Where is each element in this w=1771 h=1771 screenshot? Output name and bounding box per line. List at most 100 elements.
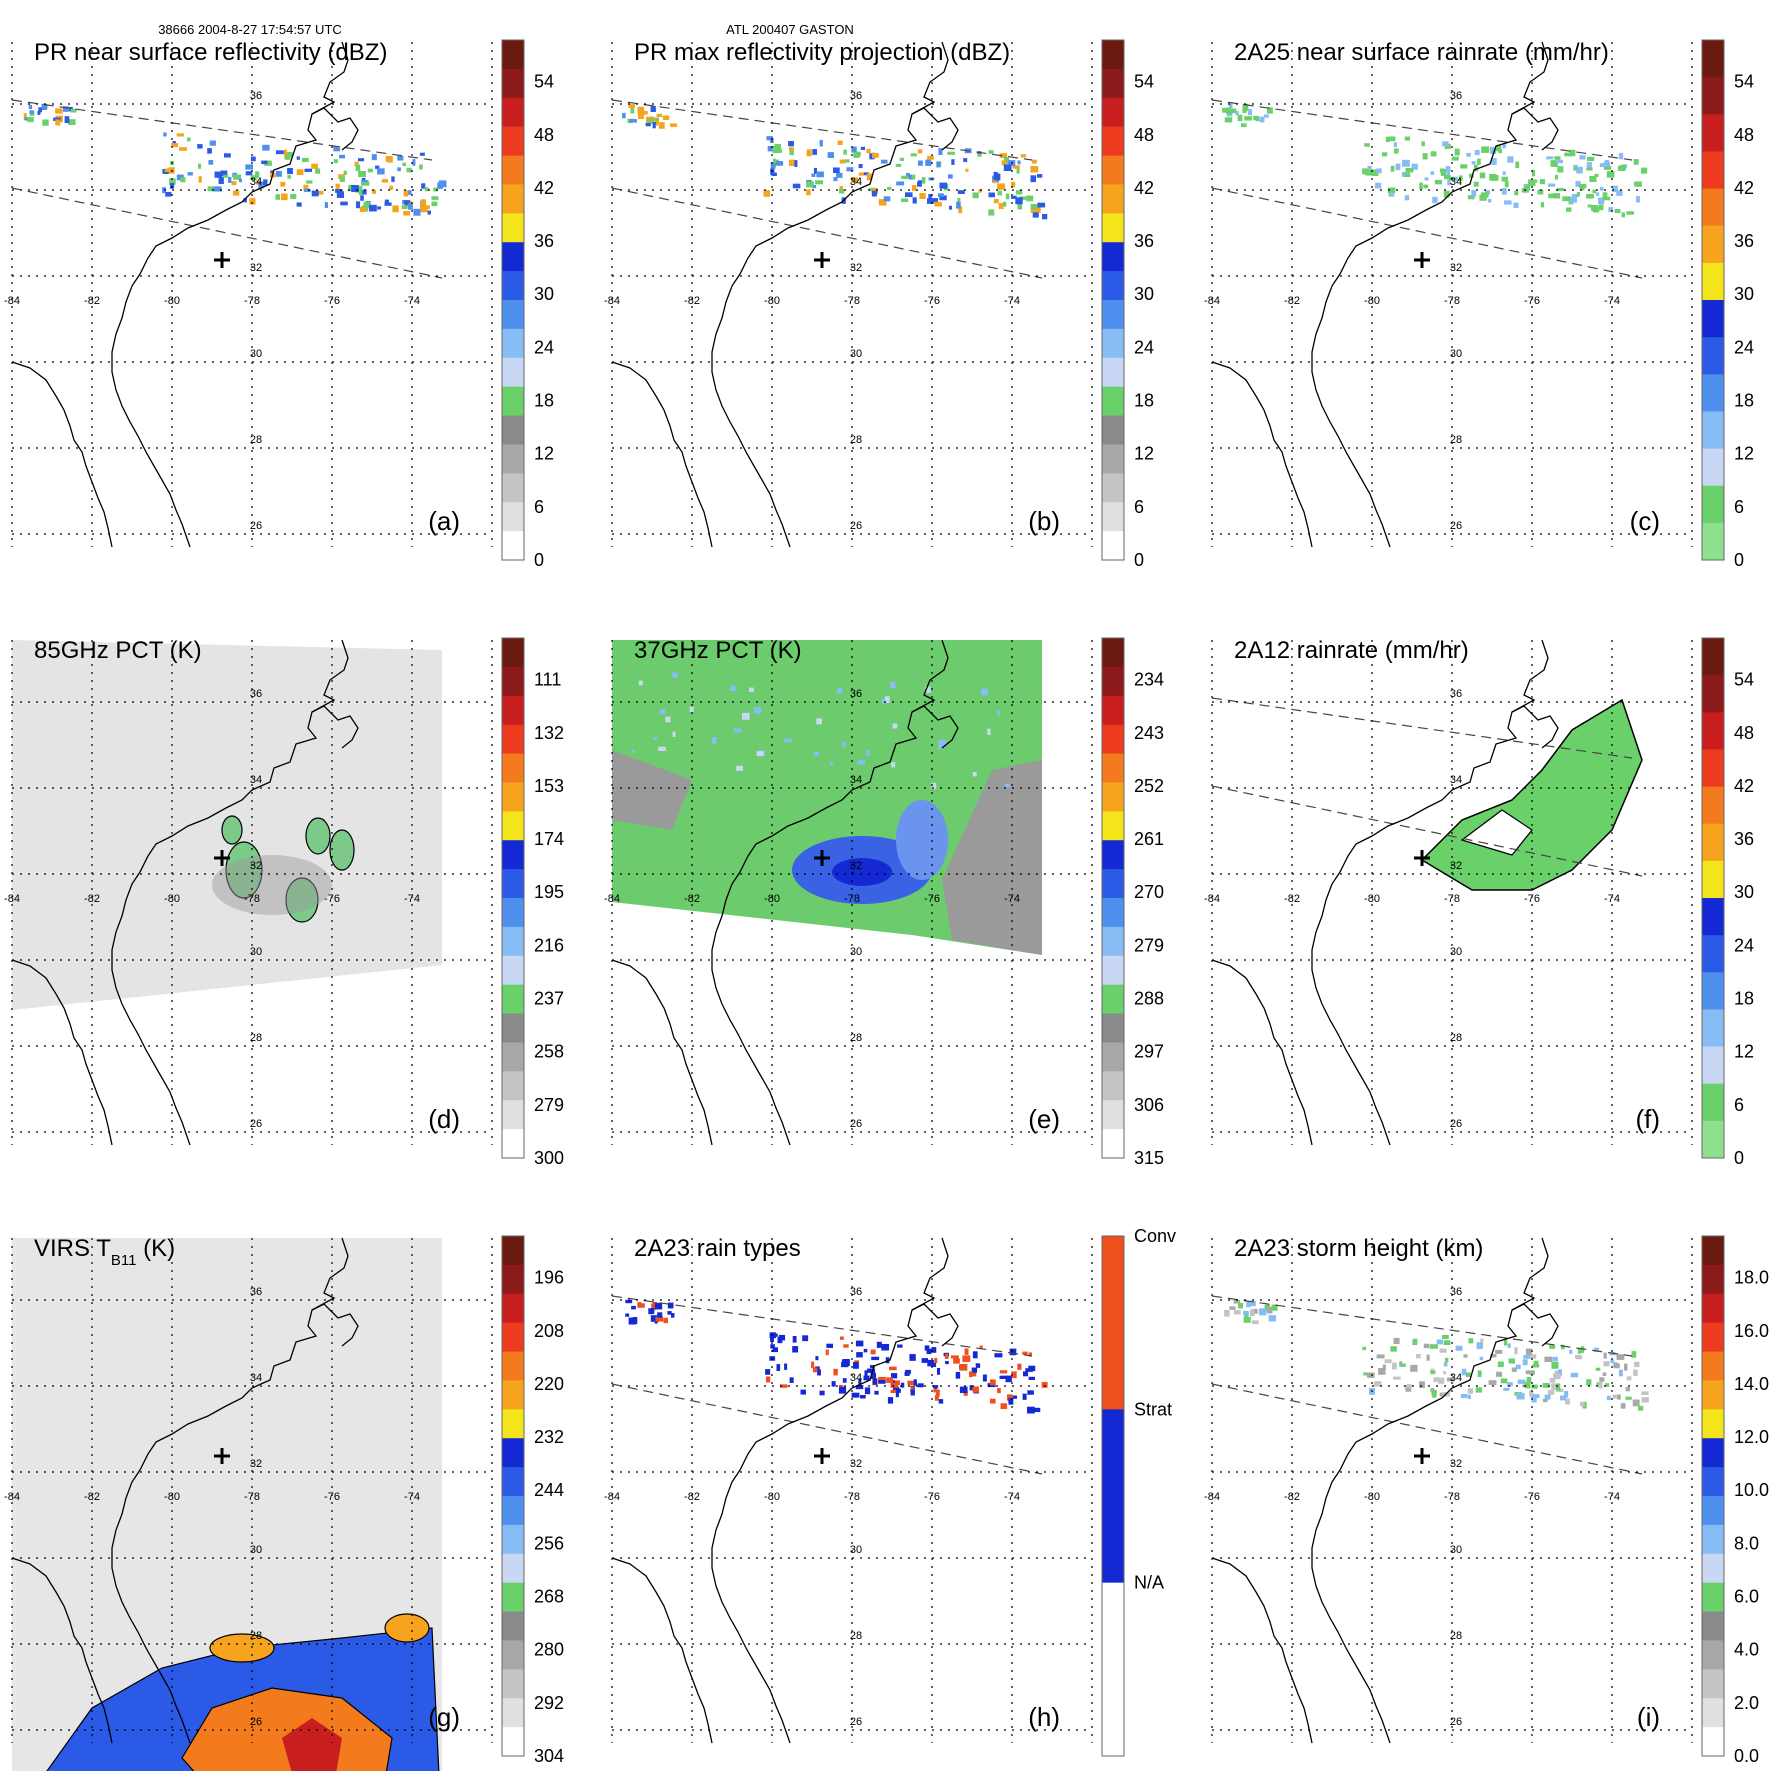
colorbar-segment xyxy=(1702,1046,1724,1085)
rain-cell xyxy=(944,1353,949,1359)
rain-cell xyxy=(1460,1394,1468,1399)
map-plot-area: -84 -82 -80 -78 -76 -74 36 34 32 30 28 26 xyxy=(1204,1237,1693,1744)
rain-cell xyxy=(854,1360,859,1364)
rain-cell xyxy=(876,1341,882,1348)
colorbar-tick-label: 315 xyxy=(1134,1148,1164,1168)
lon-label: -78 xyxy=(1444,893,1460,905)
colorbar-segment xyxy=(1702,374,1724,412)
rain-cell xyxy=(1374,1381,1382,1387)
lat-label: 26 xyxy=(1450,1716,1462,1728)
lat-label: 36 xyxy=(850,688,862,700)
rain-cell xyxy=(997,190,1003,196)
colorbar-frame xyxy=(1701,1235,1725,1757)
rain-cell xyxy=(831,1381,836,1387)
rain-cell xyxy=(245,164,253,170)
rain-cell xyxy=(1005,193,1010,200)
rain-cell xyxy=(825,1349,829,1356)
rain-cell xyxy=(315,168,321,174)
cold-pct-cell xyxy=(285,877,319,923)
rain-cell xyxy=(1454,148,1460,156)
rain-cell xyxy=(197,144,203,149)
colorbar-segment xyxy=(502,502,524,532)
colorbar-segment xyxy=(1702,1640,1724,1670)
rain-cell xyxy=(1532,169,1536,177)
lon-label: -80 xyxy=(1364,893,1380,905)
pct37-pixel xyxy=(829,761,834,766)
colorbar-tick-label: 18 xyxy=(534,391,554,411)
coastline xyxy=(911,705,959,749)
rain-cell xyxy=(792,1336,797,1343)
rain-cell xyxy=(1573,164,1578,170)
storm-center-marker xyxy=(1414,252,1430,268)
rain-cell xyxy=(1468,173,1474,178)
rain-cell xyxy=(384,199,389,204)
rain-cell xyxy=(988,192,995,198)
coastline xyxy=(1511,107,1559,151)
lon-label: -76 xyxy=(1524,295,1540,307)
rain-cell xyxy=(1603,196,1611,201)
colorbar-tick-label: 288 xyxy=(1134,989,1164,1009)
rain-cell xyxy=(979,1345,983,1350)
colorbar-tick-label: 232 xyxy=(534,1427,564,1447)
rain-cell xyxy=(1434,179,1443,185)
rain-cell xyxy=(972,192,979,199)
rain-cell xyxy=(176,133,184,137)
rain-cell xyxy=(1528,179,1536,187)
rain-cell xyxy=(870,1349,876,1355)
rain-cell xyxy=(1553,193,1561,199)
colorbar-segment xyxy=(502,1467,524,1497)
lon-label: -80 xyxy=(164,295,180,307)
colorbar-segment xyxy=(1702,151,1724,190)
rain-cell xyxy=(1604,160,1610,164)
lat-label: 34 xyxy=(1450,1372,1462,1384)
rain-cell xyxy=(963,158,968,162)
rain-cell xyxy=(893,1388,901,1393)
rain-cell xyxy=(339,154,346,159)
rain-cell xyxy=(833,177,838,182)
rain-cell xyxy=(1550,160,1558,167)
rain-cell xyxy=(1587,156,1595,162)
rain-cell xyxy=(918,160,923,166)
colorbar-segment xyxy=(502,1264,524,1295)
rain-cell xyxy=(912,197,917,204)
rain-cell xyxy=(37,111,41,115)
rain-cell xyxy=(773,158,777,164)
colorbar-segment xyxy=(1102,184,1124,214)
colorbar-segment xyxy=(1102,666,1124,697)
rain-cell xyxy=(1500,1378,1508,1384)
rain-cell xyxy=(1471,190,1477,197)
rain-cell xyxy=(1548,183,1556,187)
colorbar-segment xyxy=(502,1351,524,1381)
rain-cell xyxy=(1399,1363,1406,1367)
rain-cell xyxy=(250,156,256,162)
lon-label: -80 xyxy=(1364,1491,1380,1503)
rain-cell xyxy=(1542,1383,1550,1388)
rain-cell xyxy=(1566,207,1572,212)
colorbar-segment xyxy=(1102,1042,1124,1072)
rain-cell xyxy=(1241,123,1247,128)
colorbar-segment xyxy=(502,840,524,870)
rain-cell xyxy=(333,159,338,164)
rain-cell xyxy=(245,171,253,176)
rain-cell xyxy=(1403,173,1411,178)
colorbar-tick-label: 300 xyxy=(534,1148,564,1168)
colorbar-segment xyxy=(1102,155,1124,185)
rain-cell xyxy=(891,1373,898,1379)
colorbar-segment xyxy=(1102,68,1124,99)
colorbar-segment xyxy=(1102,40,1124,70)
colorbar-tick-label: 30 xyxy=(1734,882,1754,902)
rain-cell xyxy=(969,1371,973,1378)
colorbar-segment xyxy=(1702,712,1724,750)
rain-cell xyxy=(815,1356,819,1361)
panel-letter: (b) xyxy=(1028,506,1060,536)
rain-cell xyxy=(1587,204,1592,208)
lat-label: 34 xyxy=(1450,774,1462,786)
colorbar-segment xyxy=(502,155,524,185)
pct37-pixel xyxy=(881,698,886,704)
rain-cell xyxy=(628,104,635,108)
lat-label: 26 xyxy=(1450,520,1462,532)
rain-cell xyxy=(1570,1372,1579,1378)
pct37-pixel xyxy=(1004,784,1011,788)
rain-cell xyxy=(1412,1339,1418,1346)
colorbar-tick-label: 8.0 xyxy=(1734,1533,1759,1553)
